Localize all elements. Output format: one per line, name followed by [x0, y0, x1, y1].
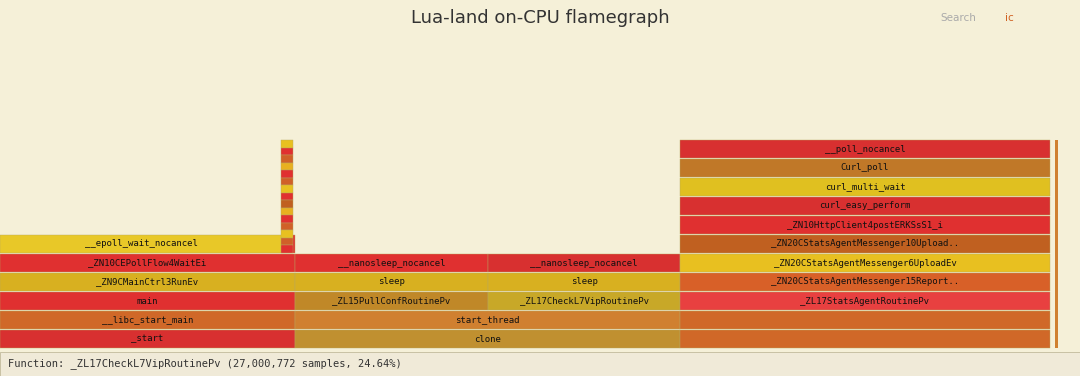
Text: Search: Search	[940, 13, 976, 23]
Bar	[680, 235, 1050, 253]
Text: __nanosleep_nocancel: __nanosleep_nocancel	[530, 259, 638, 267]
Bar	[680, 197, 1050, 215]
Bar	[488, 273, 680, 291]
Bar	[488, 254, 680, 272]
Text: curl_easy_perform: curl_easy_perform	[820, 202, 910, 211]
Bar	[680, 159, 1050, 177]
Bar	[680, 311, 1050, 329]
Bar	[680, 292, 1050, 310]
Bar	[680, 216, 1050, 234]
Text: _ZN10CEPollFlow4WaitEi: _ZN10CEPollFlow4WaitEi	[89, 259, 206, 267]
Text: _ZN10HttpClient4postERKSsS1_i: _ZN10HttpClient4postERKSsS1_i	[787, 220, 943, 229]
Bar	[281, 147, 293, 155]
Text: _ZL17CheckL7VipRoutinePv: _ZL17CheckL7VipRoutinePv	[519, 297, 648, 305]
Bar	[295, 330, 680, 348]
Text: _start: _start	[132, 335, 164, 344]
Text: _ZN9CMainCtrl3RunEv: _ZN9CMainCtrl3RunEv	[96, 277, 199, 287]
Bar	[0, 311, 295, 329]
Text: start_thread: start_thread	[456, 315, 519, 324]
Text: sleep: sleep	[570, 277, 597, 287]
Bar	[281, 170, 293, 178]
Text: __libc_start_main: __libc_start_main	[102, 315, 193, 324]
Bar	[281, 155, 293, 162]
Bar	[281, 185, 293, 193]
Text: Lua-land on-CPU flamegraph: Lua-land on-CPU flamegraph	[410, 9, 670, 27]
Bar	[281, 200, 293, 208]
Bar	[295, 292, 488, 310]
Text: main: main	[137, 297, 159, 305]
Bar	[680, 330, 1050, 348]
Bar	[680, 273, 1050, 291]
Bar	[295, 311, 680, 329]
Text: clone: clone	[474, 335, 501, 344]
Bar	[281, 178, 293, 185]
Text: _ZN20CStatsAgentMessenger10Upload..: _ZN20CStatsAgentMessenger10Upload..	[771, 240, 959, 249]
Bar	[281, 230, 293, 238]
Text: __epoll_wait_nocancel: __epoll_wait_nocancel	[85, 240, 198, 249]
Bar	[0, 292, 295, 310]
Bar	[295, 254, 488, 272]
Text: _ZN20CStatsAgentMessenger6UploadEv: _ZN20CStatsAgentMessenger6UploadEv	[773, 259, 957, 267]
Bar	[488, 292, 680, 310]
Bar	[0, 330, 295, 348]
Bar	[281, 140, 293, 147]
Bar	[283, 235, 295, 253]
Bar	[0, 235, 283, 253]
Bar	[0, 352, 1080, 376]
Text: __poll_nocancel: __poll_nocancel	[825, 144, 905, 153]
Text: ic: ic	[1005, 13, 1014, 23]
Bar	[1055, 140, 1058, 348]
Text: _ZL17StatsAgentRoutinePv: _ZL17StatsAgentRoutinePv	[800, 297, 930, 305]
Bar	[680, 254, 1050, 272]
Bar	[281, 193, 293, 200]
Text: __nanosleep_nocancel: __nanosleep_nocancel	[338, 259, 445, 267]
Bar	[0, 273, 295, 291]
Bar	[680, 140, 1050, 158]
Text: Curl_poll: Curl_poll	[841, 164, 889, 173]
Text: _ZL15PullConfRoutinePv: _ZL15PullConfRoutinePv	[333, 297, 450, 305]
Bar	[281, 208, 293, 215]
Bar	[281, 223, 293, 230]
Bar	[680, 178, 1050, 196]
Bar	[281, 246, 293, 253]
Text: sleep: sleep	[378, 277, 405, 287]
Text: curl_multi_wait: curl_multi_wait	[825, 182, 905, 191]
Bar	[281, 238, 293, 246]
Bar	[281, 162, 293, 170]
Bar	[295, 273, 488, 291]
Text: _ZN20CStatsAgentMessenger15Report..: _ZN20CStatsAgentMessenger15Report..	[771, 277, 959, 287]
Bar	[0, 254, 295, 272]
Text: Function: _ZL17CheckL7VipRoutinePv (27,000,772 samples, 24.64%): Function: _ZL17CheckL7VipRoutinePv (27,0…	[8, 359, 402, 370]
Bar	[281, 215, 293, 223]
